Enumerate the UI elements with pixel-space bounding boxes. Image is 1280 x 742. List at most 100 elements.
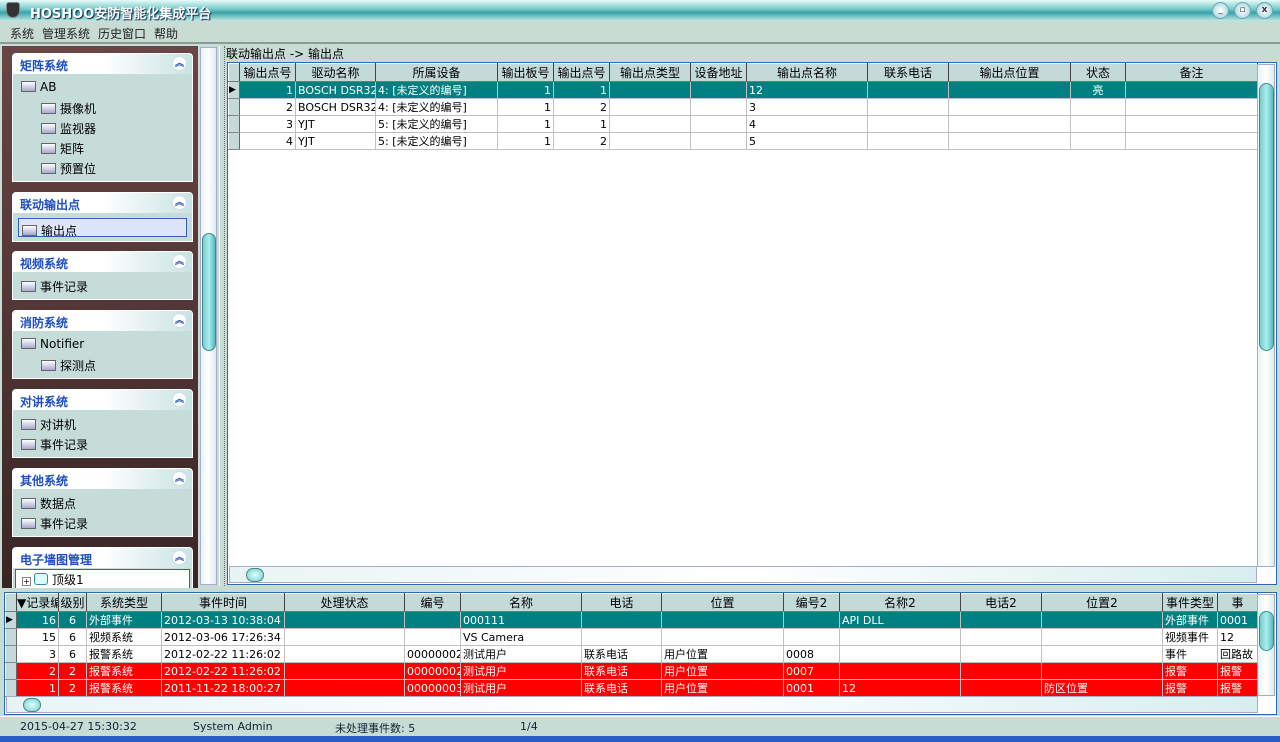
table-cell[interactable] (1125, 81, 1258, 99)
table-cell[interactable]: 联系电话 (581, 679, 662, 697)
sidebar-item[interactable]: 预置位 (13, 157, 192, 177)
table-cell[interactable] (1070, 115, 1126, 133)
table-cell[interactable] (1041, 628, 1163, 646)
table-cell[interactable]: 3 (16, 645, 59, 663)
row-indicator[interactable]: ▶ (228, 81, 240, 99)
column-header[interactable]: 编号 (404, 593, 461, 612)
table-cell[interactable]: 2 (553, 98, 610, 116)
table-cell[interactable] (661, 628, 784, 646)
table-cell[interactable]: 测试用户 (460, 645, 582, 663)
table-cell[interactable] (404, 611, 461, 629)
table-row[interactable]: 1 2 报警系统 2011-11-22 18:00:27 00000003 测试用户 联系电… (5, 679, 1258, 697)
column-header[interactable]: 系统类型 (86, 593, 162, 612)
table-row[interactable]: 3 YJT 5: [未定义的编号] 1 1 4 (228, 115, 1258, 133)
row-indicator[interactable] (228, 132, 240, 150)
output-grid-hscroll-thumb[interactable] (246, 568, 264, 582)
table-cell[interactable]: 联系电话 (581, 662, 662, 680)
table-cell[interactable] (783, 628, 840, 646)
panel-header[interactable]: 对讲系统 ︽ (13, 390, 192, 410)
table-cell[interactable] (581, 628, 662, 646)
table-cell[interactable]: 1 (497, 115, 554, 133)
table-cell[interactable]: 外部事件 (86, 611, 162, 629)
sidebar-item[interactable]: 摄像机 (13, 97, 192, 117)
table-cell[interactable]: VS Camera (460, 628, 582, 646)
menu-system[interactable]: 系统 (10, 27, 35, 41)
column-header[interactable]: 位置2 (1041, 593, 1163, 612)
output-grid-vscroll[interactable] (1257, 64, 1275, 567)
sidebar-item[interactable]: 数据点 (13, 492, 192, 512)
column-header[interactable]: 联系电话 (867, 63, 949, 82)
row-indicator[interactable] (5, 645, 17, 663)
table-cell[interactable]: BOSCH DSR32 (295, 98, 376, 116)
column-header[interactable]: 驱动名称 (295, 63, 376, 82)
table-cell[interactable]: 事件 (1162, 645, 1218, 663)
table-cell[interactable] (960, 628, 1042, 646)
table-cell[interactable]: 5: [未定义的编号] (375, 115, 498, 133)
table-cell[interactable]: 0008 (783, 645, 840, 663)
column-header[interactable]: 输出点号 (239, 63, 296, 82)
table-cell[interactable]: 回路故 (1217, 645, 1258, 663)
column-header[interactable]: 位置 (661, 593, 784, 612)
column-header[interactable]: 处理状态 (284, 593, 405, 612)
tree-node[interactable]: + 顶级1 (16, 570, 189, 587)
panel-header[interactable]: 其他系统 ︽ (13, 469, 192, 489)
table-cell[interactable]: 2012-02-22 11:26:02 (161, 645, 285, 663)
column-header[interactable]: 备注 (1125, 63, 1258, 82)
table-cell[interactable] (1070, 132, 1126, 150)
table-cell[interactable]: 2 (58, 662, 87, 680)
table-cell[interactable]: 1 (497, 98, 554, 116)
collapse-chevron-icon[interactable]: ︽ (172, 392, 187, 407)
table-cell[interactable]: 5 (746, 132, 868, 150)
restore-button[interactable]: ▫ (1234, 2, 1251, 19)
table-cell[interactable] (690, 81, 747, 99)
table-cell[interactable]: 测试用户 (460, 679, 582, 697)
row-indicator[interactable] (228, 115, 240, 133)
table-cell[interactable] (284, 662, 405, 680)
table-cell[interactable] (284, 611, 405, 629)
table-cell[interactable] (581, 611, 662, 629)
column-header[interactable]: 电话2 (960, 593, 1042, 612)
sidebar-item[interactable]: 监视器 (13, 117, 192, 137)
table-cell[interactable] (839, 645, 961, 663)
table-cell[interactable] (948, 132, 1071, 150)
panel-header[interactable]: 消防系统 ︽ (13, 311, 192, 331)
table-cell[interactable] (661, 611, 784, 629)
table-cell[interactable] (690, 98, 747, 116)
table-cell[interactable]: 联系电话 (581, 645, 662, 663)
table-cell[interactable]: 用户位置 (661, 662, 784, 680)
table-cell[interactable] (867, 115, 949, 133)
table-cell[interactable]: 测试用户 (460, 662, 582, 680)
panel-header[interactable]: 矩阵系统 ︽ (13, 54, 192, 74)
table-cell[interactable]: 6 (58, 611, 87, 629)
event-grid-vscroll-thumb[interactable] (1259, 611, 1274, 651)
table-cell[interactable]: 防区位置 (1041, 679, 1163, 697)
close-button[interactable]: x (1256, 2, 1273, 19)
sidebar-item[interactable]: 矩阵 (13, 137, 192, 157)
table-cell[interactable]: 2012-03-13 10:38:04 (161, 611, 285, 629)
table-cell[interactable] (1041, 611, 1163, 629)
table-cell[interactable]: 1 (239, 81, 296, 99)
collapse-chevron-icon[interactable]: ︽ (172, 471, 187, 486)
table-cell[interactable] (839, 662, 961, 680)
table-cell[interactable]: 亮 (1070, 81, 1126, 99)
table-cell[interactable] (867, 98, 949, 116)
table-cell[interactable]: 用户位置 (661, 679, 784, 697)
table-cell[interactable]: 2011-11-22 18:00:27 (161, 679, 285, 697)
sidebar-item[interactable]: 事件记录 (13, 512, 192, 532)
output-grid-vscroll-thumb[interactable] (1259, 83, 1274, 351)
output-grid-hscroll[interactable] (229, 566, 1257, 583)
table-cell[interactable]: 1 (497, 132, 554, 150)
minimize-button[interactable]: _ (1212, 2, 1229, 19)
table-cell[interactable] (960, 645, 1042, 663)
table-cell[interactable]: 报警 (1162, 662, 1218, 680)
table-cell[interactable]: 15 (16, 628, 59, 646)
column-header[interactable]: 输出点号 (553, 63, 610, 82)
column-header[interactable]: 状态 (1070, 63, 1126, 82)
table-cell[interactable]: BOSCH DSR32 (295, 81, 376, 99)
event-grid-vscroll[interactable] (1257, 594, 1275, 696)
table-cell[interactable]: 0001 (783, 679, 840, 697)
table-row[interactable]: 3 6 报警系统 2012-02-22 11:26:02 00000002 测试用户 联系电… (5, 645, 1258, 663)
table-cell[interactable] (284, 628, 405, 646)
column-header[interactable]: 名称2 (839, 593, 961, 612)
table-cell[interactable]: API DLL (839, 611, 961, 629)
